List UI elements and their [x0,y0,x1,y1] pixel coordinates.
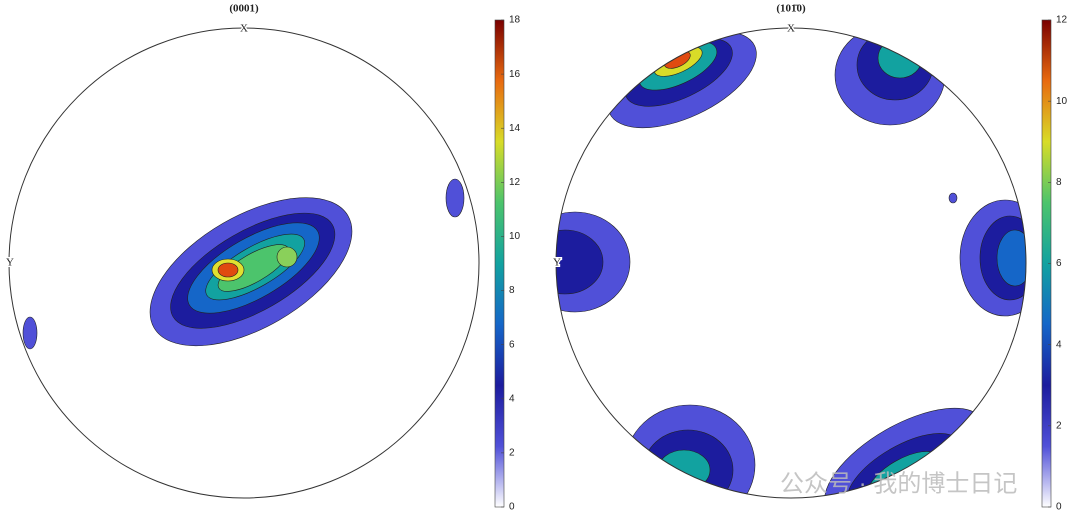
figure-title: (0001) [229,3,259,15]
colorbar-tick-label: 12 [1056,15,1068,26]
y-axis-label: Y [6,257,14,269]
colorbar-tick-label: 0 [509,502,515,513]
colorbar [494,19,505,508]
colorbar-tick-label: 8 [509,285,515,296]
colorbar-tick-label: 6 [1056,258,1062,269]
colorbar-tick-label: 18 [509,15,521,26]
colorbar-tick-label: 8 [1056,177,1062,188]
stereo-circle [8,27,480,499]
y-axis-label: Y [553,257,561,269]
colorbar-tick-label: 0 [1056,502,1062,513]
colorbar-tick-label: 2 [509,448,515,459]
colorbar-tick-label: 10 [509,231,521,242]
colorbar-tick-label: 4 [509,393,515,404]
colorbar-tick-label: 14 [509,123,521,134]
x-axis-label: X [787,23,795,35]
colorbar-tick-label: 4 [1056,339,1062,350]
figure-title: (101̄0) [776,3,806,15]
colorbar-tick-label: 2 [1056,420,1062,431]
colorbar-tick-label: 12 [509,177,521,188]
watermark: 公众号 · 我的博士日记 [780,470,1017,497]
colorbar-tick-label: 10 [1056,96,1068,107]
colorbar-tick-label: 16 [509,69,521,80]
colorbar-tick-label: 6 [509,339,515,350]
stereo-circle [555,27,1027,499]
contours-left [22,178,465,350]
contours-right [556,28,1026,498]
x-axis-label: X [240,23,248,35]
